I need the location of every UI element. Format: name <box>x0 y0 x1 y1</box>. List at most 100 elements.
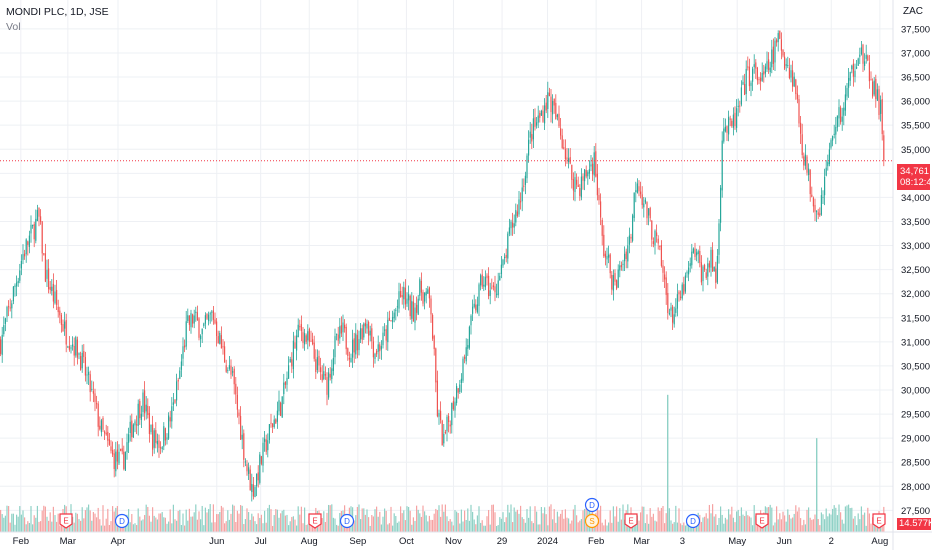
candle-body <box>57 306 59 313</box>
candle-body <box>457 388 459 393</box>
candle-body <box>844 94 846 111</box>
candle-body <box>441 420 443 446</box>
volume-bar <box>11 513 13 532</box>
volume-bar <box>713 516 715 532</box>
candle-body <box>164 428 166 441</box>
candle-body <box>678 291 680 295</box>
volume-indicator-label[interactable]: Vol <box>6 21 21 33</box>
candle-body <box>720 187 722 223</box>
earnings-marker-label: E <box>876 517 881 526</box>
candle-body <box>652 241 654 245</box>
volume-bar <box>398 521 400 532</box>
volume-bar <box>624 519 626 532</box>
price-tick-label: 30,000 <box>901 386 930 397</box>
volume-bar <box>276 509 278 532</box>
candle-body <box>200 335 202 340</box>
candle-body <box>344 324 346 329</box>
volume-bar <box>534 506 536 532</box>
time-axis[interactable]: Feb Mar Apr Jun Jul Aug Sep Oct Nov 29 2024 Feb Mar 3… <box>0 531 932 547</box>
volume-bar <box>712 504 714 532</box>
volume-bar <box>414 520 416 532</box>
candle-body <box>577 184 579 187</box>
candle-body <box>806 156 808 173</box>
candle-body <box>94 393 96 402</box>
candle-body <box>350 357 352 363</box>
candle-body <box>49 286 51 291</box>
volume-bar <box>481 520 483 532</box>
candle-body <box>244 461 246 463</box>
volume-bar <box>556 511 558 532</box>
volume-bar <box>608 522 610 532</box>
price-tick-label: 36,000 <box>901 97 930 108</box>
candle-body <box>571 164 573 180</box>
candle-body <box>148 413 150 434</box>
volume-bar <box>572 509 574 532</box>
candle-body <box>129 421 131 434</box>
candle-body <box>204 315 206 324</box>
candle-body <box>684 275 686 292</box>
candle-body <box>793 76 795 87</box>
candle-body <box>4 318 6 324</box>
volume-bar <box>628 524 630 532</box>
volume-bar <box>112 506 114 532</box>
volume-bar <box>843 523 845 532</box>
volume-bar <box>748 516 750 532</box>
candle-body <box>356 335 358 351</box>
candle-body <box>382 332 384 346</box>
candle-body <box>54 291 56 304</box>
volume-bar <box>136 525 138 532</box>
volume-bar <box>800 518 802 532</box>
volume-bar <box>297 506 299 532</box>
candle-body <box>616 280 618 289</box>
candle-body <box>860 47 862 55</box>
volume-bar <box>212 504 214 532</box>
candle-body <box>206 313 208 319</box>
candle-body <box>480 275 482 286</box>
volume-bar <box>723 523 725 532</box>
volume-value-badge: 14.577K <box>897 518 932 530</box>
volume-bar <box>708 504 710 532</box>
symbol-title[interactable]: MONDI PLC, 1D, JSE <box>6 6 109 18</box>
volume-bar <box>368 517 370 532</box>
candle-body <box>489 290 491 296</box>
volume-bar <box>654 520 656 532</box>
candle-body <box>619 265 621 271</box>
volume-bar <box>646 514 648 532</box>
volume-bar <box>294 519 296 532</box>
volume-bar <box>113 511 115 532</box>
candle-body <box>348 357 350 360</box>
volume-bar <box>670 520 672 532</box>
candle-body <box>211 311 213 313</box>
candle-body <box>692 248 694 253</box>
candle-body <box>188 315 190 325</box>
volume-bar <box>558 516 560 532</box>
candle-body <box>425 291 427 296</box>
candle-body <box>451 403 453 426</box>
candle-body <box>272 423 274 428</box>
candle-body <box>35 218 37 241</box>
candle-body <box>385 329 387 341</box>
price-tick-label: 33,500 <box>901 217 930 228</box>
candle-body <box>564 148 566 160</box>
volume-bar <box>243 524 245 532</box>
volume-bar <box>700 521 702 532</box>
volume-bar <box>870 523 872 532</box>
volume-bar <box>403 510 405 532</box>
candle-body <box>289 358 291 363</box>
candle-body <box>873 80 875 95</box>
candle-body <box>44 253 46 282</box>
volume-bar <box>561 509 563 532</box>
volume-bar <box>552 519 554 532</box>
volume-bar <box>392 525 394 532</box>
volume-bar <box>521 517 523 532</box>
candle-body <box>25 239 27 255</box>
volume-bar <box>859 519 861 532</box>
volume-bar <box>401 513 403 532</box>
volume-bar <box>72 516 74 532</box>
candle-body <box>444 431 446 433</box>
volume-bar <box>182 513 184 532</box>
volume-bar <box>472 511 474 532</box>
volume-bar <box>430 519 432 532</box>
price-axis[interactable]: 27,500 28,000 28,500 29,000 29,500 30,000 30,5… <box>892 0 930 550</box>
